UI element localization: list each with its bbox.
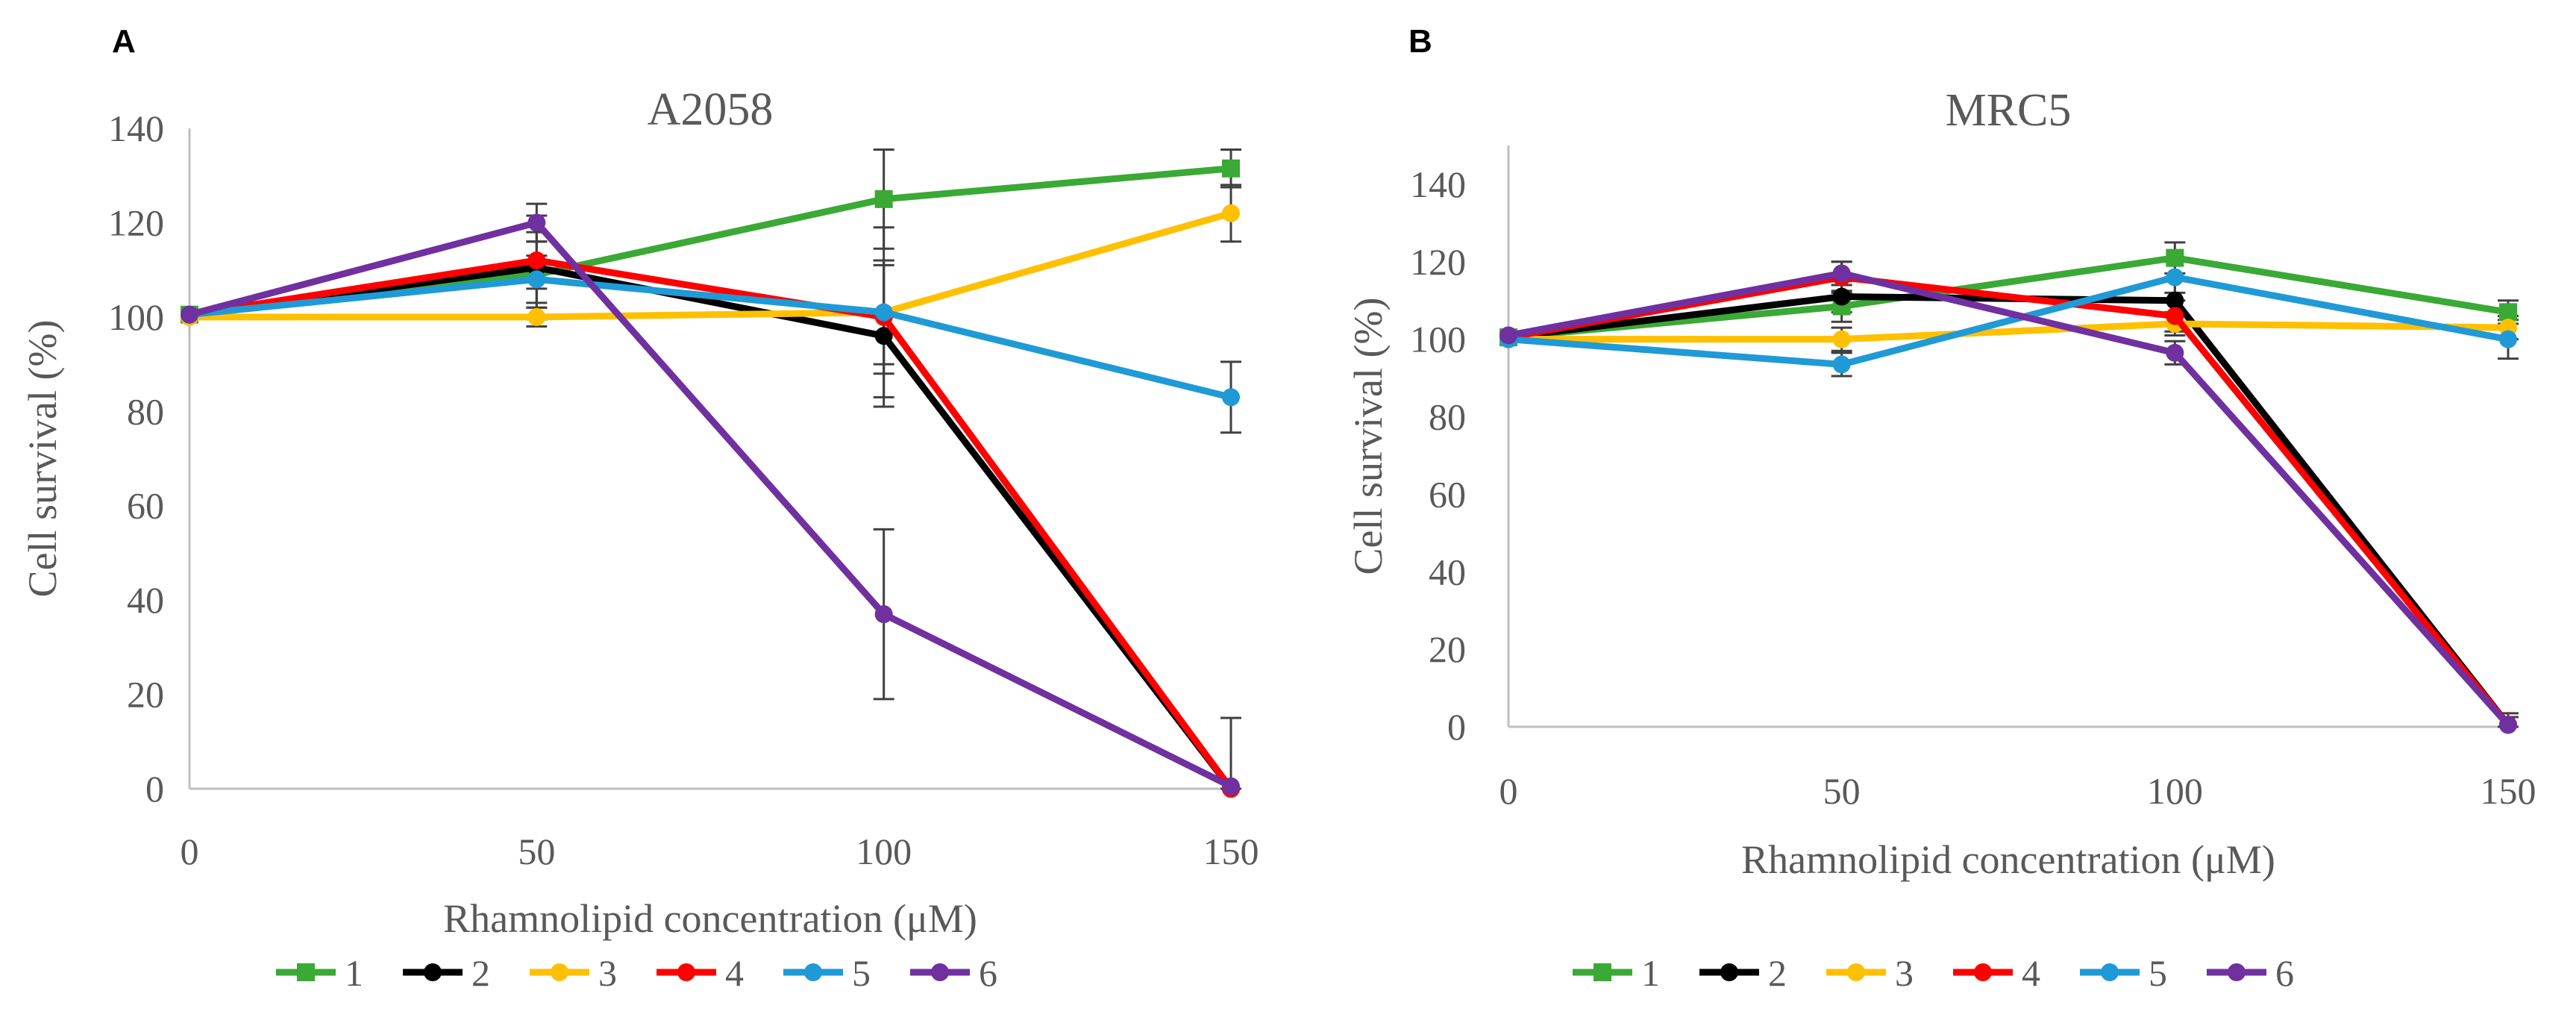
y-tick-label: 60 bbox=[127, 485, 164, 527]
x-tick-label: 100 bbox=[856, 831, 912, 872]
data-point-series-4 bbox=[527, 251, 546, 269]
legend-marker-5 bbox=[2101, 963, 2119, 981]
y-tick-label: 0 bbox=[145, 768, 164, 810]
series-line-5 bbox=[1505, 274, 2512, 368]
series-line-2 bbox=[186, 263, 1235, 792]
y-tick-label: 120 bbox=[108, 201, 164, 243]
y-tick-label: 20 bbox=[1429, 628, 1466, 670]
data-point-series-5 bbox=[2166, 268, 2184, 287]
y-tick-label: 100 bbox=[108, 296, 164, 338]
x-tick-label: 0 bbox=[181, 831, 199, 872]
y-tick-label: 60 bbox=[1429, 473, 1466, 515]
x-tick-label: 50 bbox=[1823, 770, 1861, 812]
data-point-series-2 bbox=[2166, 291, 2184, 310]
legend-marker-1 bbox=[297, 963, 315, 981]
data-point-series-6 bbox=[2499, 716, 2517, 734]
x-tick-label: 150 bbox=[1203, 831, 1259, 872]
legend-label-5: 5 bbox=[2149, 952, 2167, 994]
data-point-series-2 bbox=[1832, 287, 1851, 306]
legend-marker-4 bbox=[677, 963, 695, 981]
legend-marker-6 bbox=[2228, 963, 2246, 981]
data-point-series-3 bbox=[1832, 330, 1851, 348]
series-line-3 bbox=[1505, 320, 2512, 343]
y-tick-label: 120 bbox=[1410, 241, 1466, 283]
series-line-4 bbox=[1505, 274, 2512, 728]
data-point-series-1 bbox=[874, 190, 893, 208]
x-tick-label: 150 bbox=[2481, 770, 2536, 812]
panel-label-a: A bbox=[112, 23, 136, 60]
legend-marker-5 bbox=[804, 963, 822, 981]
data-point-series-6 bbox=[1222, 777, 1240, 795]
series-line-5 bbox=[186, 275, 1235, 401]
data-point-series-6 bbox=[2166, 343, 2184, 362]
series-line-2 bbox=[1505, 293, 2512, 728]
data-point-series-1 bbox=[2166, 248, 2184, 267]
legend-marker-3 bbox=[551, 963, 568, 981]
y-tick-label: 40 bbox=[1429, 551, 1466, 592]
data-point-series-5 bbox=[874, 303, 893, 322]
series-line-6 bbox=[186, 219, 1235, 790]
legend-label-6: 6 bbox=[979, 952, 997, 994]
x-tick-label: 50 bbox=[518, 831, 555, 872]
legend-label-2: 2 bbox=[471, 952, 490, 994]
data-point-series-1 bbox=[1222, 159, 1240, 178]
chart-title-b: MRC5 bbox=[1946, 85, 2072, 136]
data-point-series-6 bbox=[874, 605, 893, 624]
legend-marker-6 bbox=[931, 963, 949, 981]
data-point-series-5 bbox=[1832, 355, 1851, 374]
y-tick-label: 140 bbox=[108, 107, 164, 149]
y-tick-label: 100 bbox=[1410, 319, 1466, 360]
data-point-series-4 bbox=[2166, 307, 2184, 325]
legend-label-1: 1 bbox=[1641, 952, 1660, 994]
data-point-series-3 bbox=[527, 307, 546, 326]
series-line-6 bbox=[1505, 269, 2512, 728]
legend-label-3: 3 bbox=[598, 952, 617, 994]
legend-marker-3 bbox=[1847, 963, 1865, 981]
series-line-4 bbox=[186, 257, 1235, 792]
x-axis-title: Rhamnolipid concentration (μM) bbox=[1741, 837, 2275, 882]
legend-label-6: 6 bbox=[2275, 952, 2294, 994]
series-line-3 bbox=[186, 210, 1235, 321]
data-point-series-5 bbox=[1222, 388, 1240, 407]
data-point-series-6 bbox=[1499, 326, 1517, 345]
data-point-series-3 bbox=[1222, 204, 1240, 222]
chart-title-a: A2058 bbox=[648, 84, 774, 135]
data-point-series-2 bbox=[874, 327, 893, 345]
y-tick-label: 20 bbox=[127, 674, 164, 716]
legend-label-3: 3 bbox=[1895, 952, 1914, 994]
legend-marker-1 bbox=[1593, 963, 1611, 981]
y-tick-label: 0 bbox=[1447, 706, 1466, 748]
data-point-series-5 bbox=[527, 270, 546, 289]
y-axis-title: Cell survival (%) bbox=[1346, 298, 1391, 575]
x-tick-label: 100 bbox=[2147, 770, 2203, 812]
data-point-series-1 bbox=[2499, 303, 2517, 322]
y-tick-label: 140 bbox=[1410, 163, 1466, 205]
y-tick-label: 80 bbox=[127, 390, 164, 432]
data-point-series-6 bbox=[1832, 264, 1851, 283]
x-axis-title: Rhamnolipid concentration (μM) bbox=[443, 896, 977, 941]
panel-label-b: B bbox=[1408, 23, 1432, 60]
y-tick-label: 80 bbox=[1429, 396, 1466, 438]
legend-label-4: 4 bbox=[725, 952, 744, 994]
legend-marker-4 bbox=[1974, 963, 1992, 981]
x-tick-label: 0 bbox=[1499, 770, 1518, 812]
data-point-series-6 bbox=[181, 305, 198, 324]
legend-label-4: 4 bbox=[2022, 952, 2040, 994]
data-point-series-5 bbox=[2499, 330, 2517, 348]
legend-marker-2 bbox=[1720, 963, 1738, 981]
data-point-series-6 bbox=[527, 213, 546, 232]
legend-marker-2 bbox=[424, 963, 442, 981]
legend-label-5: 5 bbox=[852, 952, 871, 994]
series-line-1 bbox=[1505, 254, 2512, 341]
y-axis-title: Cell survival (%) bbox=[20, 320, 65, 598]
y-tick-label: 40 bbox=[127, 579, 164, 621]
legend-label-2: 2 bbox=[1768, 952, 1787, 994]
legend-label-1: 1 bbox=[345, 952, 363, 994]
